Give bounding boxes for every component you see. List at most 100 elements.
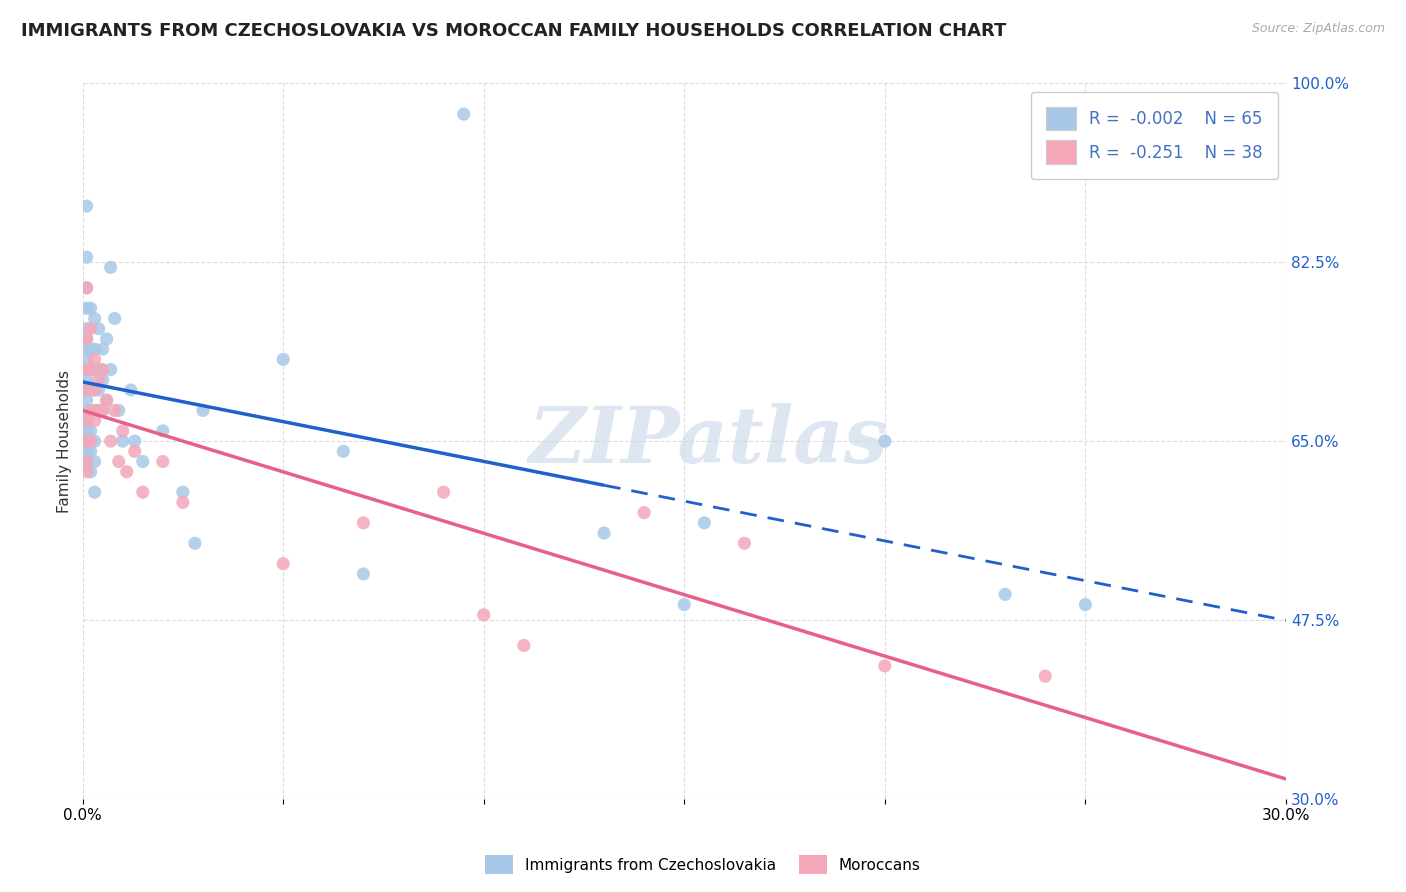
Point [76,321,98,335]
Point [873,434,896,449]
Point [79,403,101,417]
Text: IMMIGRANTS FROM CZECHOSLOVAKIA VS MOROCCAN FAMILY HOUSEHOLDS CORRELATION CHART: IMMIGRANTS FROM CZECHOSLOVAKIA VS MOROCC… [21,22,1007,40]
Point [83,342,105,356]
Point [873,659,896,673]
Point [172,495,194,509]
Point [79,362,101,376]
Point [271,352,294,367]
Point [83,403,105,417]
Point [172,485,194,500]
Point [124,434,146,449]
Point [76,342,98,356]
Point [472,607,495,622]
Point [79,403,101,417]
Point [352,516,374,530]
Point [91,403,114,417]
Point [100,260,122,275]
Point [76,383,98,397]
Point [513,639,536,653]
Text: ZIPatlas: ZIPatlas [529,403,889,479]
Point [79,434,101,449]
Point [91,403,114,417]
Point [76,281,98,295]
Point [76,444,98,458]
Point [433,485,456,500]
Point [76,362,98,376]
Point [593,526,616,541]
Point [1074,598,1097,612]
Point [994,587,1017,601]
Point [184,536,207,550]
Point [79,383,101,397]
Point [83,414,105,428]
Point [87,403,110,417]
Point [76,373,98,387]
Point [76,281,98,295]
Point [352,566,374,581]
Point [733,536,755,550]
Point [104,403,127,417]
Text: Source: ZipAtlas.com: Source: ZipAtlas.com [1251,22,1385,36]
Point [76,454,98,468]
Point [79,362,101,376]
Point [633,506,655,520]
Point [83,485,105,500]
Point [76,332,98,346]
Point [87,403,110,417]
Point [76,414,98,428]
Point [76,465,98,479]
Point [96,393,118,408]
Point [76,362,98,376]
Point [76,352,98,367]
Point [87,383,110,397]
Point [152,424,174,438]
Point [87,373,110,387]
Point [76,403,98,417]
Point [120,383,142,397]
Point [152,454,174,468]
Point [96,332,118,346]
Point [115,465,138,479]
Point [271,557,294,571]
Point [100,434,122,449]
Point [107,454,129,468]
Point [76,424,98,438]
Point [79,424,101,438]
Point [104,311,127,326]
Point [83,362,105,376]
Point [79,342,101,356]
Point [79,465,101,479]
Point [83,311,105,326]
Point [79,444,101,458]
Point [79,301,101,316]
Point [91,362,114,376]
Point [453,107,475,121]
Point [76,393,98,408]
Point [83,434,105,449]
Point [1033,669,1056,683]
Point [91,373,114,387]
Point [79,321,101,335]
Point [76,434,98,449]
Point [132,454,155,468]
Point [76,199,98,213]
Point [124,444,146,458]
Legend: R =  -0.002    N = 65, R =  -0.251    N = 38: R = -0.002 N = 65, R = -0.251 N = 38 [1031,92,1278,179]
Point [693,516,716,530]
Point [107,403,129,417]
Y-axis label: Family Households: Family Households [58,369,72,513]
Point [76,414,98,428]
Point [332,444,354,458]
Point [132,485,155,500]
Point [96,393,118,408]
Point [83,383,105,397]
Point [76,250,98,264]
Point [83,383,105,397]
Legend: Immigrants from Czechoslovakia, Moroccans: Immigrants from Czechoslovakia, Moroccan… [479,849,927,880]
Point [83,454,105,468]
Point [87,362,110,376]
Point [76,383,98,397]
Point [191,403,214,417]
Point [76,454,98,468]
Point [111,424,134,438]
